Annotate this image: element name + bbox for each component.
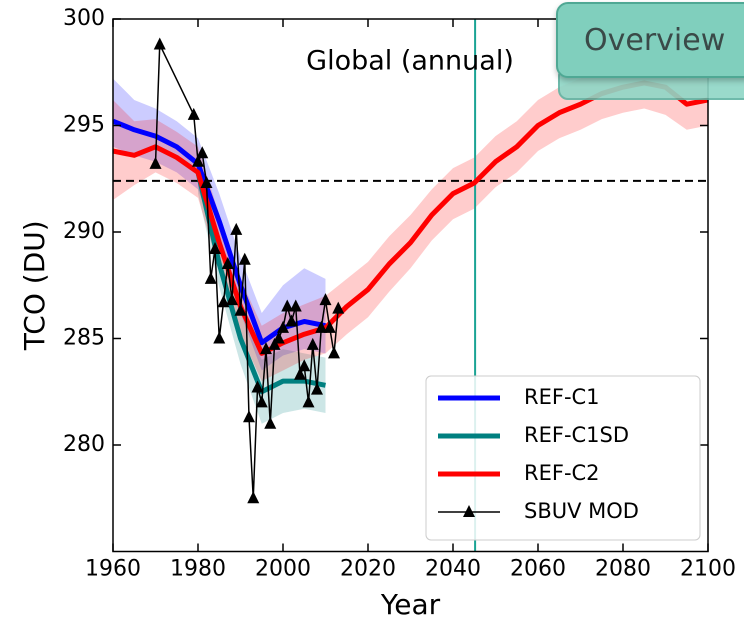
triangle-marker [200,176,213,189]
triangle-marker [268,337,281,350]
x-axis-label: Year [380,588,441,621]
legend-label: REF-C1SD [524,423,629,447]
triangle-marker [226,293,238,306]
triangle-marker [281,299,294,312]
y-tick-label: 290 [63,219,105,244]
triangle-marker [238,252,251,265]
triangle-marker [306,337,319,350]
triangle-marker [315,320,328,333]
triangle-marker [187,107,200,120]
triangle-marker [264,416,277,429]
y-tick-label: 295 [63,113,105,138]
legend-label: REF-C1 [524,385,600,409]
triangle-marker [247,491,260,504]
triangle-marker [328,346,340,359]
triangle-marker [289,299,302,312]
legend-box [425,375,701,541]
triangle-marker [209,242,221,255]
triangle-marker [192,154,204,167]
x-tick-label: 2020 [340,557,396,582]
triangle-marker [302,395,315,408]
triangle-marker [243,410,255,423]
triangle-marker [272,331,285,344]
triangle-marker [311,382,323,395]
triangle-marker [285,314,298,327]
triangle-marker [234,303,247,316]
triangle-marker [204,271,217,284]
legend-label: SBUV MOD [524,499,639,523]
triangle-marker [213,331,226,344]
triangle-marker [319,293,332,306]
triangle-marker [196,146,209,159]
plot-area [113,19,708,552]
x-tick-label: 2080 [595,557,651,582]
y-tick-label: 300 [63,6,105,31]
observation-line [154,43,339,499]
uncertainty-band [113,57,708,382]
x-tick-label: 1980 [170,557,226,582]
y-tick-label: 285 [63,326,105,351]
x-tick-label: 2040 [425,557,481,582]
chart-title: Global (annual) [306,46,514,77]
triangle-marker [260,342,272,355]
x-tick-label: 1960 [85,557,141,582]
uncertainty-band [198,151,326,424]
legend-marker [463,505,475,517]
y-tick-label: 280 [63,432,105,457]
legend-label: REF-C2 [524,461,600,485]
triangle-marker [294,367,306,380]
x-tick-label: 2100 [680,557,736,582]
triangle-marker [298,359,311,372]
x-tick-label: 2060 [510,557,566,582]
triangle-marker [149,156,162,169]
triangle-marker [230,222,243,235]
triangle-marker [153,37,166,50]
triangle-marker [332,301,345,314]
overview-button[interactable]: Overview [556,2,744,78]
plot-frame [112,18,709,553]
y-axis-label: TCO (DU) [18,220,51,351]
triangle-marker [221,256,234,269]
triangle-marker [277,320,289,333]
triangle-marker [251,380,264,393]
triangle-marker [255,395,268,408]
triangle-marker [323,320,336,333]
x-tick-label: 2000 [255,557,311,582]
